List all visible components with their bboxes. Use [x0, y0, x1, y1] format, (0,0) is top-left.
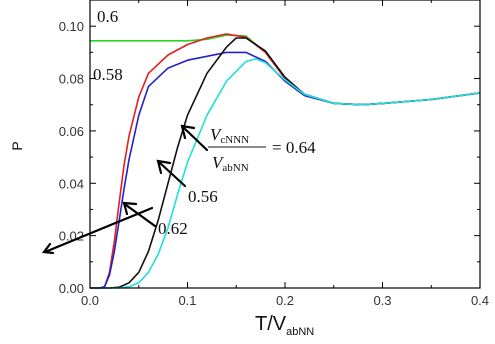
annotation-0-58: 0.58 — [93, 65, 123, 84]
x-tick-label: 0.4 — [471, 293, 489, 308]
arrow-0-64-head — [180, 124, 196, 140]
ratio-numerator-sub: cNNN — [220, 134, 249, 146]
arrow-0-56-shaft — [158, 161, 187, 188]
arrow-0-62-second-shaft — [43, 206, 154, 254]
ratio-numerator: VcNNN — [210, 125, 249, 146]
series-layer — [90, 33, 481, 289]
arrow-0-62-shaft — [124, 203, 157, 228]
arrow-0-56-head — [156, 159, 172, 175]
ratio-annotation: VcNNN VabNN = 0.64 — [208, 125, 316, 174]
arrow-0-62-second-head — [41, 242, 55, 255]
ratio-denominator-sub: abNN — [222, 162, 248, 174]
annotation-0-6: 0.6 — [97, 7, 118, 26]
x-tick-label: 0.0 — [81, 293, 99, 308]
x-axis-label: T/VabNN — [255, 313, 314, 338]
x-tick-label: 0.3 — [373, 293, 391, 308]
y-tick-label: 0.10 — [59, 19, 84, 34]
x-axis-label-main: T/V — [255, 313, 287, 335]
ratio-value: = 0.64 — [272, 138, 316, 157]
ratio-denominator: VabNN — [212, 153, 249, 174]
ticks-layer: 0.0 0.1 0.2 0.3 0.4 0.00 0.02 0.04 0.06 0.08 0.10 — [59, 0, 489, 308]
y-tick-label: 0.00 — [59, 281, 84, 296]
arrow-0-62-head — [122, 201, 138, 216]
arrow-0-64-shaft — [182, 126, 209, 152]
series-line-0-6 — [90, 34, 481, 106]
x-tick-label: 0.1 — [178, 293, 196, 308]
annotation-0-56: 0.56 — [188, 187, 218, 206]
y-axis-label: P — [9, 141, 25, 150]
annotation-0-62: 0.62 — [158, 219, 188, 238]
series-line-0-56 — [90, 37, 481, 289]
y-tick-label: 0.04 — [59, 176, 84, 191]
y-tick-label: 0.06 — [59, 124, 84, 139]
y-tick-label: 0.02 — [59, 229, 84, 244]
x-axis-label-sub: abNN — [286, 326, 314, 338]
y-tick-label: 0.08 — [59, 72, 84, 87]
series-line-0-64 — [90, 58, 481, 289]
ratio-numerator-main: V — [210, 125, 223, 144]
ratio-denominator-main: V — [212, 153, 225, 172]
x-tick-label: 0.2 — [276, 293, 294, 308]
